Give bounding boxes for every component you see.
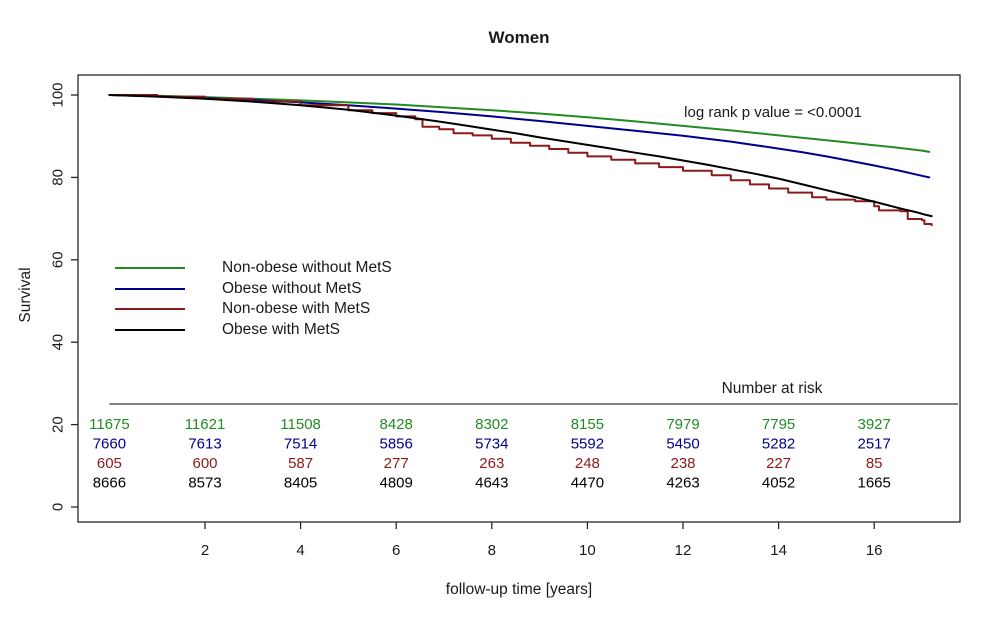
y-tick-label: 60 bbox=[50, 251, 67, 268]
risk-count-non-obese-with-mets: 248 bbox=[575, 455, 600, 472]
y-tick-label: 100 bbox=[50, 82, 67, 107]
risk-count-obese-with-mets: 8666 bbox=[93, 475, 126, 492]
risk-count-obese-without-mets: 5450 bbox=[666, 436, 699, 453]
legend-item-non-obese-with-mets: Non-obese with MetS bbox=[115, 299, 392, 320]
curve-non-obese-without-mets bbox=[108, 94, 931, 153]
risk-count-obese-with-mets: 4643 bbox=[475, 475, 508, 492]
risk-count-non-obese-with-mets: 85 bbox=[866, 455, 883, 472]
number-at-risk-label: Number at risk bbox=[721, 380, 823, 397]
y-tick-label: 20 bbox=[50, 416, 67, 433]
risk-count-obese-without-mets: 7514 bbox=[284, 436, 317, 453]
legend-line-swatch bbox=[115, 308, 185, 311]
risk-count-obese-without-mets: 5734 bbox=[475, 436, 508, 453]
risk-count-non-obese-without-mets: 11621 bbox=[185, 416, 226, 433]
y-tick-label: 40 bbox=[50, 334, 67, 351]
risk-count-non-obese-without-mets: 3927 bbox=[858, 416, 891, 433]
legend: Non-obese without MetS Obese without MetS… bbox=[115, 258, 392, 340]
legend-label: Obese with MetS bbox=[222, 320, 341, 338]
x-tick-label: 10 bbox=[579, 542, 596, 559]
risk-count-non-obese-without-mets: 8302 bbox=[475, 416, 508, 433]
risk-count-obese-with-mets: 4263 bbox=[666, 475, 699, 492]
risk-count-obese-with-mets: 8405 bbox=[284, 475, 317, 492]
risk-count-non-obese-with-mets: 227 bbox=[766, 455, 791, 472]
risk-count-non-obese-with-mets: 587 bbox=[288, 455, 313, 472]
x-tick-label: 4 bbox=[296, 542, 304, 559]
x-tick-label: 6 bbox=[392, 542, 400, 559]
x-tick-label: 12 bbox=[675, 542, 692, 559]
risk-count-non-obese-with-mets: 600 bbox=[192, 455, 217, 472]
legend-label: Obese without MetS bbox=[222, 279, 362, 297]
legend-line-swatch bbox=[115, 267, 185, 270]
risk-count-non-obese-without-mets: 7795 bbox=[762, 416, 795, 433]
log-rank-pvalue-text: log rank p value = <0.0001 bbox=[684, 104, 862, 121]
legend-item-non-obese-without-mets: Non-obese without MetS bbox=[115, 258, 392, 279]
x-tick-label: 14 bbox=[770, 542, 787, 559]
risk-count-obese-without-mets: 2517 bbox=[858, 436, 891, 453]
y-tick-label: 0 bbox=[50, 503, 67, 511]
legend-label: Non-obese without MetS bbox=[222, 259, 392, 277]
chart-title: Women bbox=[488, 28, 550, 47]
risk-count-non-obese-with-mets: 605 bbox=[97, 455, 122, 472]
risk-count-non-obese-without-mets: 7979 bbox=[666, 416, 699, 433]
risk-count-non-obese-without-mets: 8155 bbox=[571, 416, 604, 433]
x-axis-title: follow-up time [years] bbox=[445, 581, 593, 598]
risk-count-obese-with-mets: 4470 bbox=[571, 475, 604, 492]
risk-count-obese-with-mets: 8573 bbox=[188, 475, 221, 492]
risk-count-obese-with-mets: 1665 bbox=[858, 475, 891, 492]
risk-count-obese-without-mets: 7613 bbox=[188, 436, 221, 453]
x-tick-label: 16 bbox=[866, 542, 883, 559]
legend-label: Non-obese with MetS bbox=[222, 300, 371, 318]
x-tick-label: 2 bbox=[201, 542, 209, 559]
risk-count-non-obese-without-mets: 11508 bbox=[280, 416, 321, 433]
y-axis-title: Survival bbox=[17, 267, 34, 323]
risk-count-obese-with-mets: 4052 bbox=[762, 475, 795, 492]
y-tick-label: 80 bbox=[50, 169, 67, 186]
risk-count-non-obese-with-mets: 238 bbox=[670, 455, 695, 472]
x-tick-label: 8 bbox=[488, 542, 496, 559]
risk-count-non-obese-without-mets: 11675 bbox=[89, 416, 130, 433]
risk-count-obese-with-mets: 4809 bbox=[380, 475, 413, 492]
legend-line-swatch bbox=[115, 287, 185, 290]
risk-count-obese-without-mets: 5282 bbox=[762, 436, 795, 453]
risk-count-non-obese-with-mets: 263 bbox=[479, 455, 504, 472]
risk-count-obese-without-mets: 5856 bbox=[380, 436, 413, 453]
risk-count-non-obese-with-mets: 277 bbox=[384, 455, 409, 472]
legend-item-obese-with-mets: Obese with MetS bbox=[115, 320, 392, 341]
plot-box bbox=[77, 74, 961, 523]
risk-count-obese-without-mets: 7660 bbox=[93, 436, 126, 453]
legend-item-obese-without-mets: Obese without MetS bbox=[115, 279, 392, 300]
legend-line-swatch bbox=[115, 328, 185, 331]
risk-count-obese-without-mets: 5592 bbox=[571, 436, 604, 453]
risk-count-non-obese-without-mets: 8428 bbox=[380, 416, 413, 433]
curve-obese-with-mets bbox=[108, 94, 933, 218]
